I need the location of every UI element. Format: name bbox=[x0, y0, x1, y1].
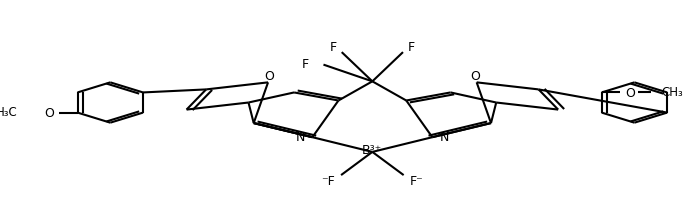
Text: O: O bbox=[470, 70, 480, 83]
Text: F: F bbox=[302, 57, 309, 70]
Text: O: O bbox=[264, 70, 274, 83]
Text: N: N bbox=[440, 130, 449, 143]
Text: F⁻: F⁻ bbox=[410, 174, 424, 187]
Text: N: N bbox=[296, 130, 305, 143]
Text: B³⁺: B³⁺ bbox=[362, 144, 382, 157]
Text: ⁻F: ⁻F bbox=[321, 174, 335, 187]
Text: F: F bbox=[330, 41, 337, 54]
Text: F: F bbox=[408, 41, 415, 54]
Text: O: O bbox=[625, 86, 635, 99]
Text: H₃C: H₃C bbox=[0, 106, 17, 119]
Text: CH₃: CH₃ bbox=[662, 86, 684, 99]
Text: O: O bbox=[45, 107, 55, 120]
